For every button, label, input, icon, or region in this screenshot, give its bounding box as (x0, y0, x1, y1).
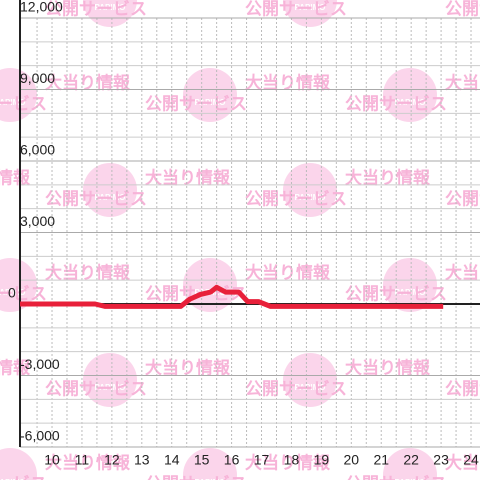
watermark-text: 公開サービス (45, 379, 147, 398)
x-tick-label: 22 (403, 452, 419, 468)
x-tick-label: 15 (194, 452, 210, 468)
y-tick-label: 9,000 (20, 70, 55, 86)
watermark-text: 公開サービス (445, 379, 480, 398)
watermark-logo-text: PAPIMO (0, 288, 25, 297)
watermark-text: 大当り情報 (245, 452, 331, 472)
y-tick-label: -6,000 (20, 428, 60, 444)
x-tick-label: 14 (164, 452, 180, 468)
watermark-logo-text: PAPIMO (295, 3, 326, 12)
y-tick-label: 6,000 (20, 142, 55, 158)
x-tick-label: 21 (373, 452, 389, 468)
x-tick-label: 12 (104, 452, 120, 468)
watermark-logo-text: PAPIMO (395, 288, 426, 297)
x-tick-label: 23 (433, 452, 449, 468)
watermark-text: 大当り情報 (0, 167, 31, 187)
watermark-text: 公開サービス (245, 189, 347, 208)
watermark-text: 大当り情報 (145, 357, 231, 377)
y-tick-label: 3,000 (20, 213, 55, 229)
line (20, 284, 444, 309)
x-tick-label: 24 (463, 452, 479, 468)
watermark-text: 公開サービス (445, 0, 480, 18)
watermark-text: 大当り情報 (0, 357, 31, 377)
watermark-logo-text: PAPIMO (395, 98, 426, 107)
y-tick-label: 12,000 (20, 0, 63, 15)
x-tick-label: 19 (314, 452, 330, 468)
watermark-text: 公開サービス (345, 284, 447, 303)
x-tick-label: 10 (44, 452, 60, 468)
watermark-text: 大当り情報 (345, 357, 431, 377)
watermark-logo-text: PAPIMO (95, 3, 126, 12)
watermark-text: 大当り情報 (45, 452, 131, 472)
x-tick-label: 18 (284, 452, 300, 468)
watermark-text: 公開サービス (0, 474, 47, 480)
watermark-logo-text: PAPIMO (295, 193, 326, 202)
watermark-logo (83, 0, 137, 27)
watermark-logo (0, 68, 37, 122)
watermark-logo (0, 258, 37, 312)
watermark-text: 公開サービス (45, 0, 147, 18)
watermark-logo-text: PAPIMO (395, 478, 426, 480)
watermark-text: 公開サービス (0, 284, 47, 303)
watermark-logo (283, 0, 337, 27)
x-tick-label: 20 (344, 452, 360, 468)
watermark-text: 大当り情報 (445, 452, 480, 472)
x-tick-label: 17 (254, 452, 270, 468)
watermark-logo (283, 163, 337, 217)
watermark-text: 公開サービス (45, 189, 147, 208)
watermark-text: 公開サービス (245, 379, 347, 398)
plot: 12,000 9,000 6,000 3,000 0 -3,000 -6,000 10 11 12… (8, 0, 479, 468)
watermark-text: 大当り情報 (145, 167, 231, 187)
y-tick-label: -3,000 (20, 356, 60, 372)
watermark-text: 大当り情報 (445, 262, 480, 282)
watermark-logo-text: PAPIMO (0, 98, 25, 107)
watermark-text: 公開サービス (145, 94, 247, 113)
watermark-text: 公開サービス (345, 474, 447, 480)
watermark-logo (0, 448, 37, 480)
x-tick-label: 11 (75, 452, 90, 468)
x-tick-label: 13 (134, 452, 150, 468)
watermark-logo (383, 448, 437, 480)
watermark-text: 公開サービス (445, 189, 480, 208)
watermark-text: 公開サービス (145, 474, 247, 480)
y-tick-label: 0 (8, 285, 16, 301)
watermark-logo-text: PAPIMO (95, 383, 126, 392)
watermark-text: 公開サービス (245, 0, 347, 18)
watermark-text: 公開サービス (0, 94, 47, 113)
watermark-logo (183, 68, 237, 122)
watermark-logo-text: PAPIMO (0, 478, 25, 480)
watermark-logo (183, 448, 237, 480)
watermark-text: 大当り情報 (45, 262, 131, 282)
watermark-logo (383, 68, 437, 122)
watermark-text: 大当り情報 (245, 262, 331, 282)
watermark-text: 大当り情報 (245, 72, 331, 92)
watermark-logo-text: PAPIMO (195, 478, 226, 480)
watermark-logo-text: PAPIMO (195, 98, 226, 107)
x-tick-label: 16 (224, 452, 240, 468)
watermark-logo-text: PAPIMO (95, 193, 126, 202)
watermark-logo (283, 353, 337, 407)
watermark-logo-text: PAPIMO (295, 383, 326, 392)
